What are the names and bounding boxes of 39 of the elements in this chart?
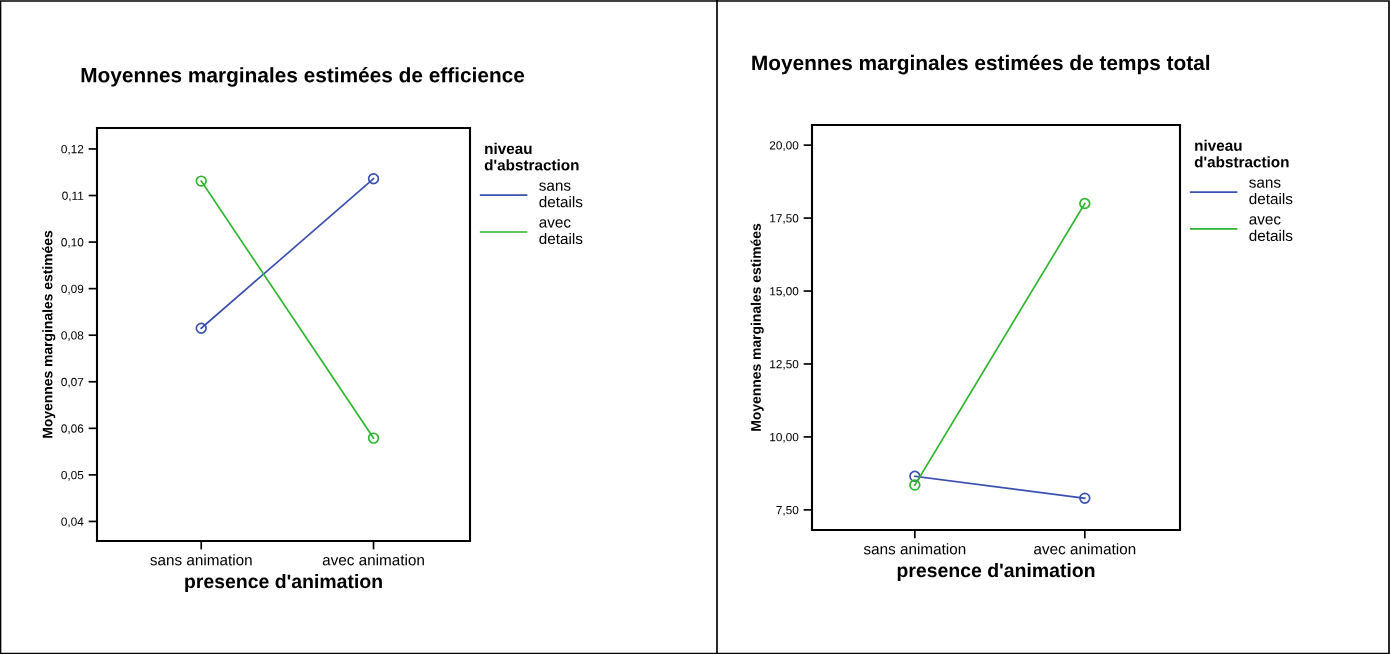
y-tick-label: 0,08 xyxy=(61,331,84,341)
x-axis-title: presence d'animation xyxy=(897,562,1095,582)
point xyxy=(195,175,207,187)
y-axis-title: Moyennes marginales estimées xyxy=(42,230,56,438)
legend-label: avec details xyxy=(1249,216,1293,242)
x-tick-label: avec animation xyxy=(1034,543,1136,555)
legend-title: niveau d'abstraction xyxy=(484,142,579,171)
point xyxy=(909,479,921,491)
chart-title: Moyennes marginales estimées de temps total xyxy=(752,54,1210,75)
point xyxy=(1079,492,1091,504)
y-tick-label: 0,07 xyxy=(61,377,84,388)
legend-title: niveau d'abstraction xyxy=(1194,139,1289,168)
point xyxy=(367,432,380,444)
y-tick-label: 0,12 xyxy=(61,144,84,155)
x-tick-label: sans animation xyxy=(150,554,252,566)
y-tick-label: 0,10 xyxy=(61,238,84,248)
point xyxy=(909,470,921,483)
y-tick-label: 17,50 xyxy=(770,214,799,224)
chart-title: Moyennes marginales estimées de efficience xyxy=(81,67,525,87)
y-tick-label: 0,11 xyxy=(62,191,84,202)
y-tick-label: 0,05 xyxy=(61,470,84,481)
y-tick-label: 0,06 xyxy=(61,424,84,435)
x-axis-title: presence d'animation xyxy=(185,573,382,593)
y-tick-label: 12,50 xyxy=(770,360,799,370)
point xyxy=(367,173,380,185)
y-axis-title: Moyennes marginales estimées xyxy=(750,223,764,431)
y-tick-label: 0,04 xyxy=(61,517,84,528)
y-tick-label: 15,00 xyxy=(770,287,799,297)
y-tick-label: 20,00 xyxy=(769,141,799,151)
point xyxy=(1079,197,1091,210)
point xyxy=(195,322,207,334)
legend-label: avec details xyxy=(539,219,583,245)
x-tick-label: sans animation xyxy=(863,543,966,555)
legend-label: sans details xyxy=(539,182,583,208)
y-tick-label: 0,09 xyxy=(61,284,84,295)
y-tick-label: 7,50 xyxy=(776,505,799,516)
x-tick-label: avec animation xyxy=(322,554,424,566)
y-tick-label: 10,00 xyxy=(770,432,799,443)
legend-label: sans details xyxy=(1249,179,1293,205)
